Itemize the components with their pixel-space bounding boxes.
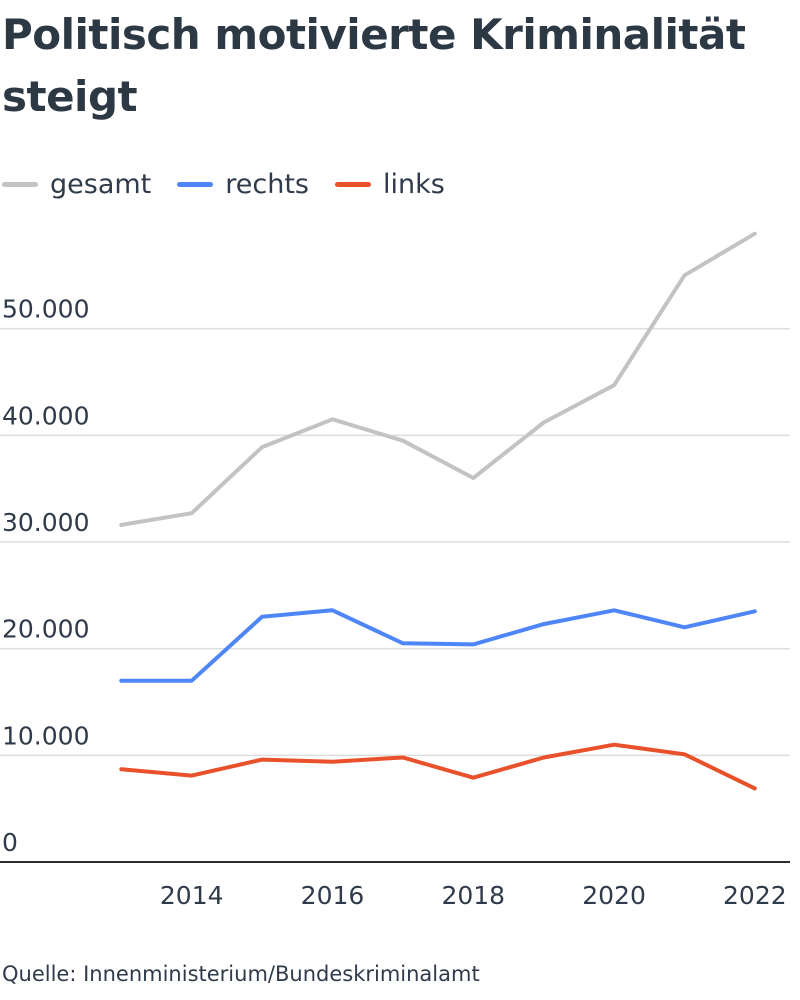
legend-item-links: links	[334, 168, 445, 200]
y-tick-label: 20.000	[2, 615, 89, 644]
x-tick-label: 2020	[582, 881, 646, 910]
chart-legend: gesamt rechts links	[2, 166, 445, 202]
y-tick-label: 0	[2, 828, 18, 857]
y-tick-label: 30.000	[2, 508, 89, 537]
y-tick-label: 40.000	[2, 401, 89, 430]
x-axis-tick-labels: 2014 2016 2018 2020 2022	[160, 881, 787, 910]
line-chart: 0 10.000 20.000 30.000 40.000 50.000 2014 2016…	[0, 231, 790, 910]
x-tick-label: 2018	[441, 881, 505, 910]
legend-swatch-rechts	[177, 181, 214, 187]
series-lines	[119, 231, 757, 791]
series-line-rechts	[119, 608, 757, 683]
legend-item-gesamt: gesamt	[2, 169, 151, 200]
legend-swatch-links	[334, 181, 371, 187]
x-tick-label: 2022	[723, 881, 787, 910]
chart-title: Politisch motivierte Kriminalität steigt	[2, 10, 746, 121]
legend-label-rechts: rechts	[225, 168, 309, 200]
grid-lines	[0, 327, 790, 757]
legend-item-rechts: rechts	[177, 169, 309, 200]
y-tick-label: 10.000	[2, 721, 89, 750]
source-note: Quelle: Innenministerium/Bundeskriminala…	[2, 962, 480, 986]
y-tick-label: 50.000	[2, 295, 89, 324]
series-line-gesamt	[119, 231, 757, 527]
x-tick-label: 2016	[301, 881, 365, 910]
legend-label-links: links	[382, 168, 445, 200]
y-axis-tick-labels: 0 10.000 20.000 30.000 40.000 50.000	[2, 295, 89, 857]
legend-swatch-gesamt	[2, 181, 38, 187]
x-tick-label: 2014	[160, 881, 224, 910]
legend-label-gesamt: gesamt	[50, 168, 152, 200]
series-line-links	[119, 742, 757, 791]
